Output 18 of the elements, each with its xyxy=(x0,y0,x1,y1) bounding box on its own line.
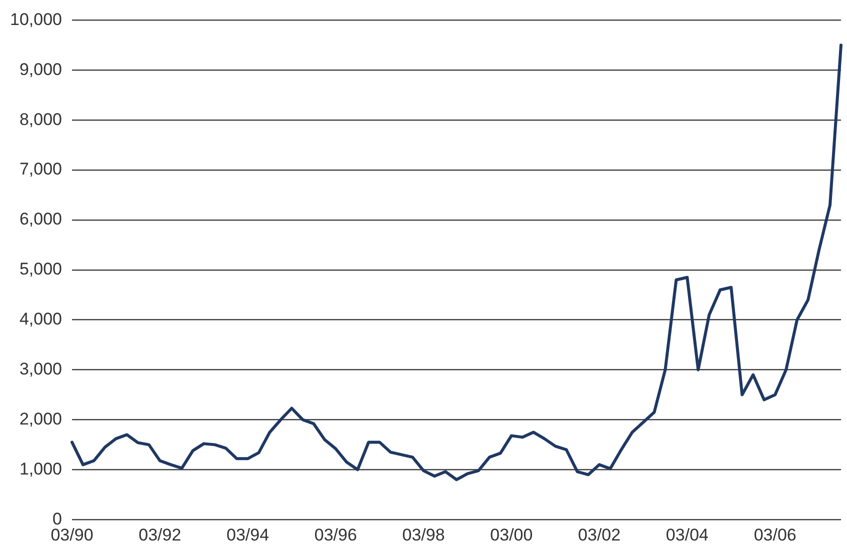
x-tick-label: 03/02 xyxy=(578,525,621,544)
x-tick-label: 03/94 xyxy=(226,525,270,544)
y-tick-label: 6,000 xyxy=(19,210,62,229)
y-tick-label: 4,000 xyxy=(19,310,62,329)
y-tick-label: 2,000 xyxy=(19,409,62,428)
y-tick-label: 10,000 xyxy=(10,10,62,29)
y-tick-label: 8,000 xyxy=(19,110,62,129)
x-tick-label: 03/06 xyxy=(754,525,796,544)
y-tick-label: 1,000 xyxy=(19,459,62,478)
x-tick-label: 03/98 xyxy=(402,525,445,544)
y-tick-label: 7,000 xyxy=(19,160,62,179)
x-tick-label: 03/96 xyxy=(314,525,357,544)
y-tick-label: 3,000 xyxy=(19,359,62,378)
y-tick-label: 5,000 xyxy=(19,260,62,279)
y-tick-label: 9,000 xyxy=(19,60,62,79)
x-tick-label: 03/04 xyxy=(666,525,708,544)
x-tick-label: 03/00 xyxy=(490,525,533,544)
x-tick-label: 03/92 xyxy=(138,525,182,544)
